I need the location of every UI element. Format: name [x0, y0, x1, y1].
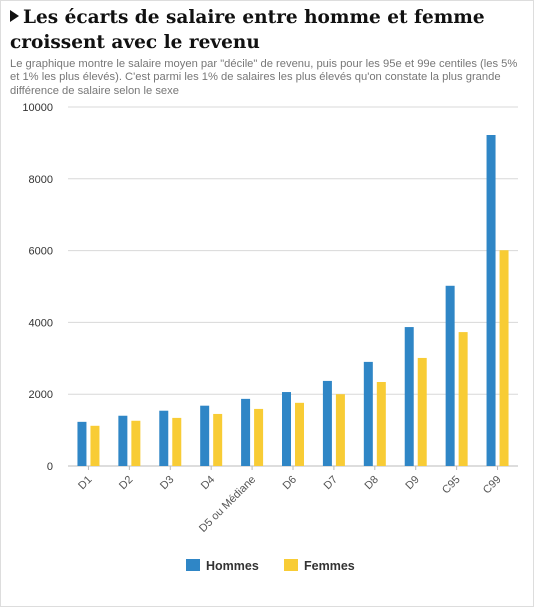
x-tick-label: D7	[322, 474, 340, 492]
y-tick-label: 10000	[22, 102, 53, 114]
bar-femmes	[131, 420, 141, 466]
bar-hommes	[159, 410, 169, 466]
bar-femmes	[213, 413, 223, 466]
triangle-marker-icon	[10, 10, 19, 22]
x-tick-label: C99	[481, 474, 504, 497]
x-tick-label: D9	[403, 474, 421, 492]
x-tick-label: D2	[117, 474, 135, 492]
bar-femmes	[335, 394, 345, 466]
bar-femmes	[172, 417, 182, 466]
x-tick-label: D3	[158, 474, 176, 492]
bar-hommes	[363, 361, 373, 466]
x-tick-label: D4	[199, 474, 217, 492]
bar-femmes	[295, 402, 304, 466]
bar-femmes	[417, 357, 427, 466]
legend-femmes-swatch	[284, 559, 298, 571]
y-tick-label: 4000	[29, 317, 53, 329]
chart-title-text: Les écarts de salaire entre homme et fem…	[10, 7, 485, 53]
y-tick-label: 2000	[29, 389, 53, 401]
bar-hommes	[404, 327, 414, 466]
bar-femmes	[458, 332, 468, 466]
bar-femmes	[376, 381, 386, 466]
bar-femmes	[254, 408, 264, 466]
bar-hommes	[322, 380, 332, 466]
bar-femmes	[90, 425, 100, 466]
legend-hommes-swatch	[186, 559, 200, 571]
x-tick-label: D8	[363, 474, 381, 492]
legend-hommes-label: Hommes	[206, 559, 259, 573]
chart-subtitle: Le graphique montre le salaire moyen par…	[10, 58, 518, 97]
y-tick-label: 8000	[29, 174, 53, 186]
bar-hommes	[445, 285, 455, 466]
bar-hommes	[486, 135, 496, 466]
chart-title: Les écarts de salaire entre homme et fem…	[10, 5, 525, 55]
bar-femmes	[499, 250, 509, 466]
x-tick-label: D6	[281, 474, 299, 492]
bar-hommes	[241, 398, 251, 466]
bar-hommes	[77, 421, 87, 466]
bar-hommes	[118, 415, 128, 466]
bar-hommes	[282, 392, 291, 466]
legend-femmes-label: Femmes	[304, 559, 355, 573]
bar-hommes	[200, 405, 210, 466]
x-tick-label: D1	[76, 474, 94, 492]
x-tick-label: C95	[440, 474, 463, 497]
y-tick-label: 6000	[29, 246, 53, 258]
y-tick-label: 0	[47, 461, 53, 473]
